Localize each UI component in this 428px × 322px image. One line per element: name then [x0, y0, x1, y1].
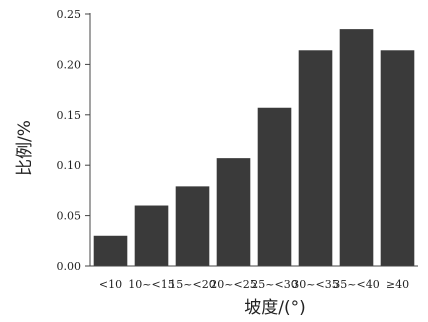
x-tick-label: <10 — [99, 278, 122, 291]
x-tick-label: 35~<40 — [333, 278, 379, 291]
bar — [134, 205, 169, 266]
bars — [93, 29, 415, 267]
x-tick-label: 25~<30 — [251, 278, 297, 291]
y-tick-label: 0.05 — [57, 210, 82, 223]
y-tick-label: 0.15 — [57, 109, 82, 122]
x-tick-label: 10~<15 — [128, 278, 174, 291]
bar — [257, 107, 292, 266]
x-axis-title: 坡度/(°) — [244, 298, 306, 318]
bar — [216, 158, 251, 266]
y-axis-ticks: 0.00 0.05 0.10 0.15 0.20 0.25 — [57, 8, 90, 273]
y-tick-label: 0.10 — [57, 159, 82, 172]
bar — [93, 235, 128, 266]
y-tick-label: 0.00 — [57, 260, 82, 273]
y-tick-label: 0.20 — [57, 58, 82, 71]
y-tick-label: 0.25 — [57, 8, 82, 21]
x-tick-label: 15~<20 — [169, 278, 215, 291]
y-axis-title: 比例/% — [15, 120, 35, 176]
bar — [175, 186, 210, 266]
bar — [298, 50, 333, 267]
x-tick-label: ≥40 — [386, 278, 409, 291]
bar — [380, 50, 415, 267]
x-tick-label: 20~<25 — [210, 278, 256, 291]
bar — [339, 29, 374, 267]
x-tick-label: 30~<35 — [292, 278, 338, 291]
